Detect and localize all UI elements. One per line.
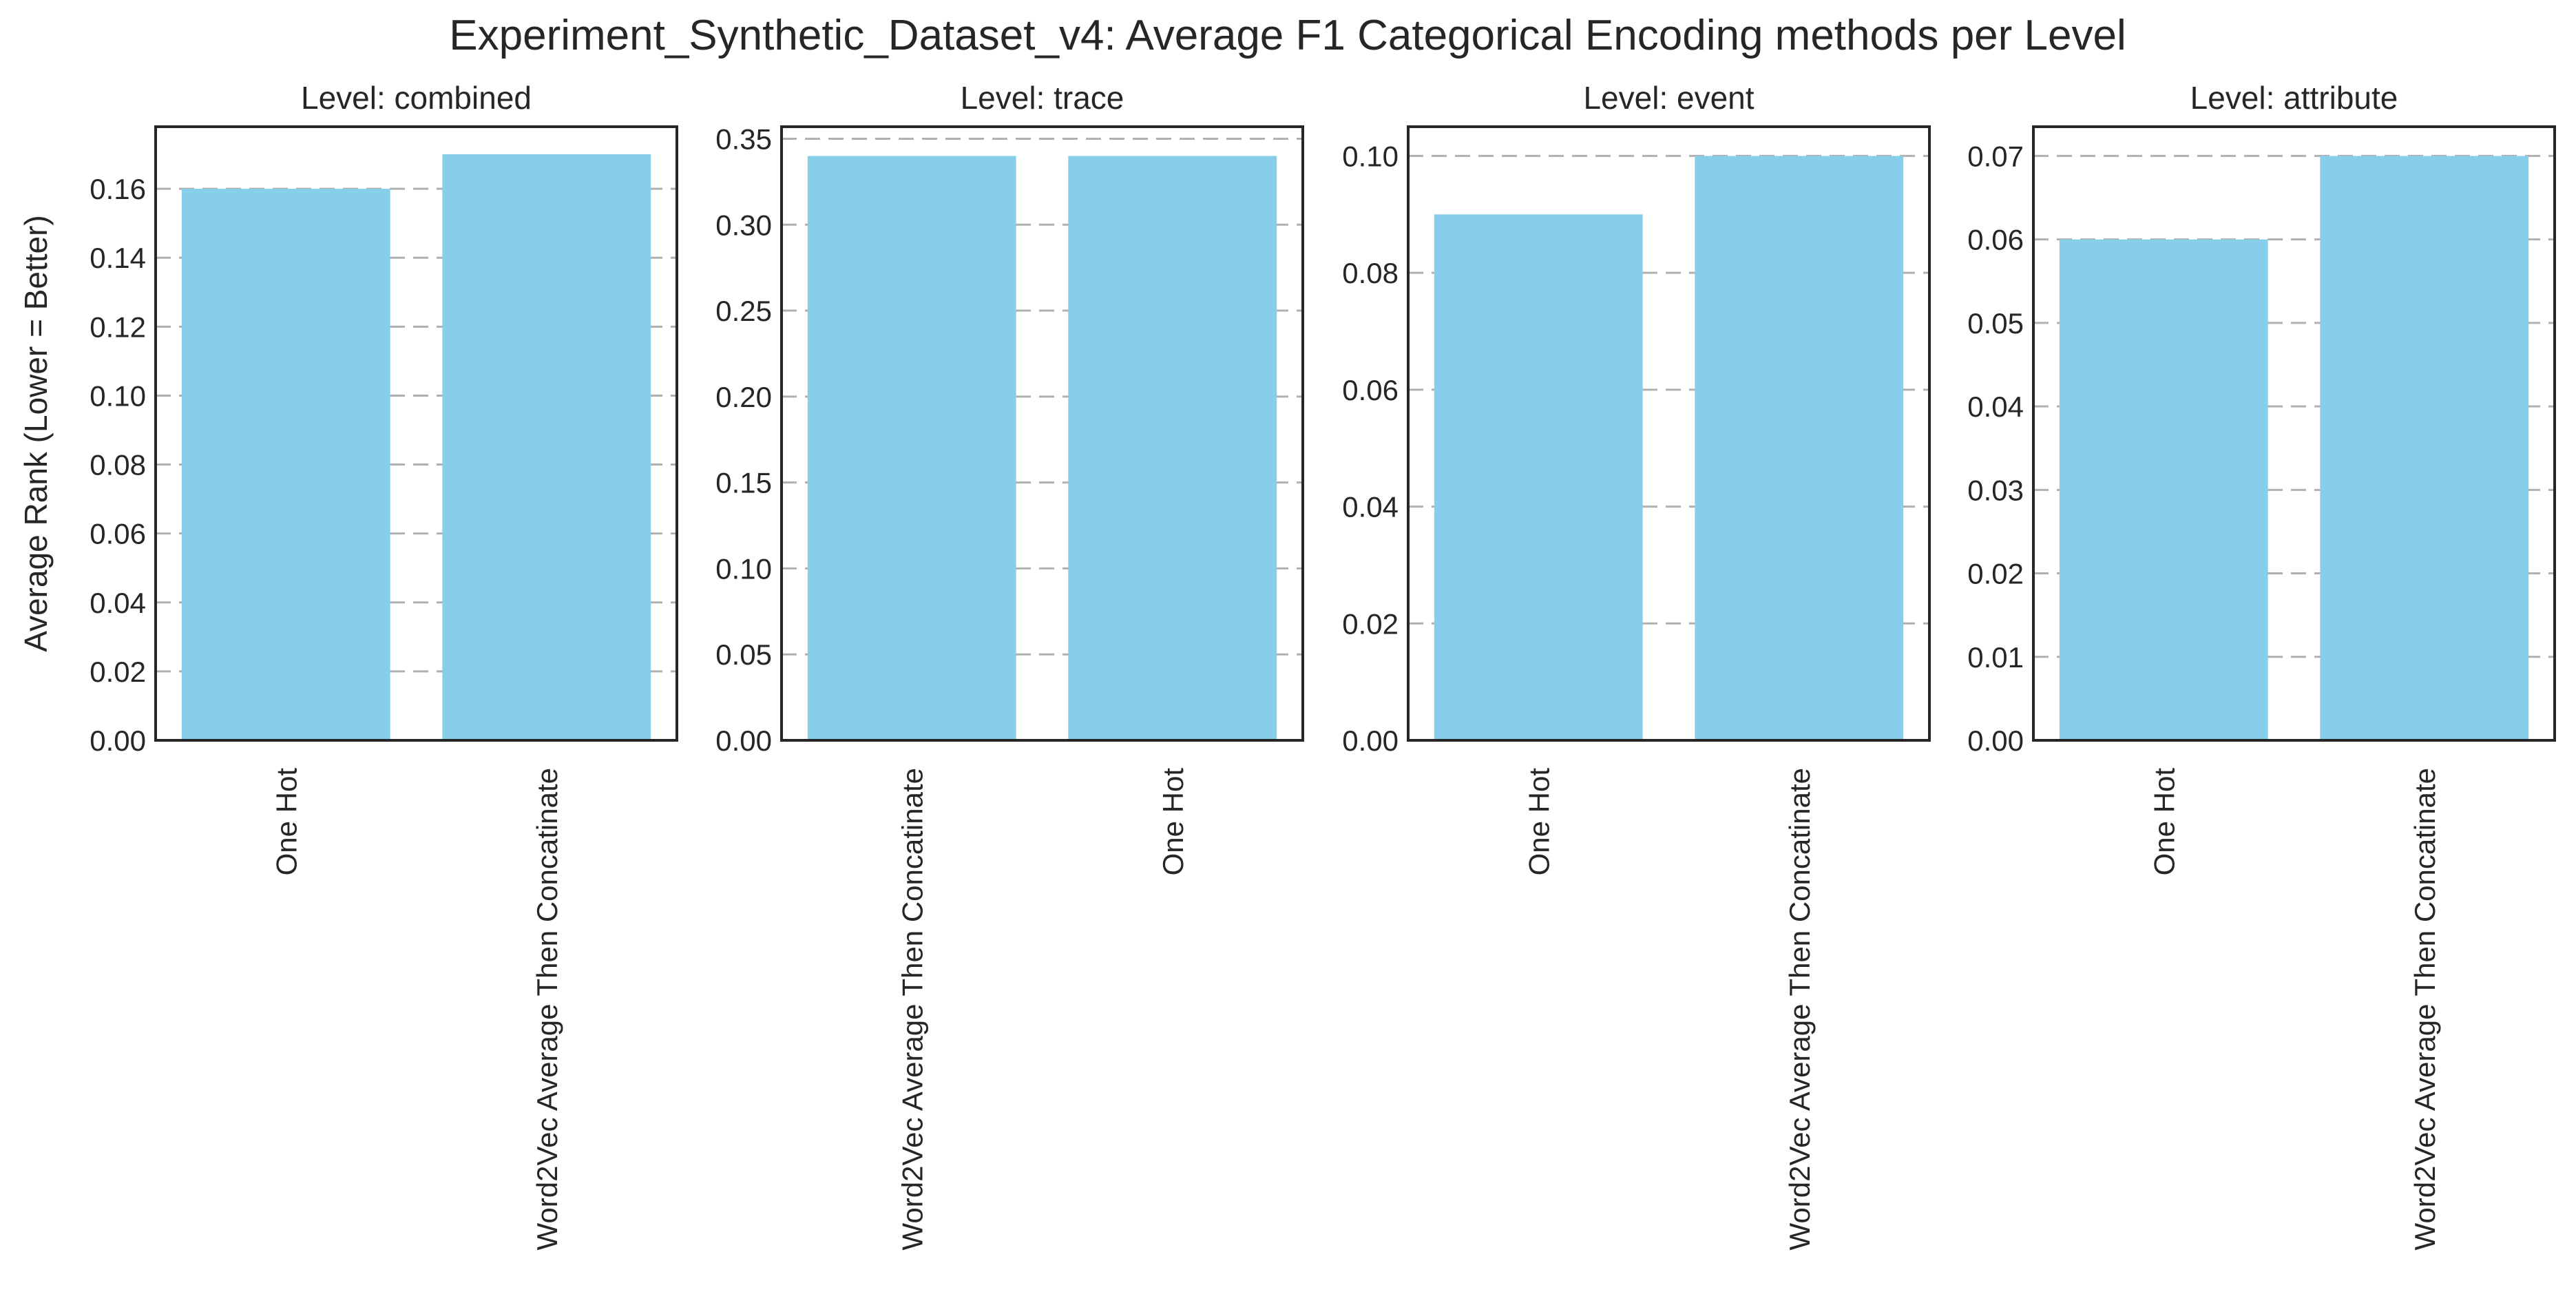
y-tick-label: 0.02: [1342, 607, 1399, 640]
y-tick-label: 0.05: [1967, 307, 2024, 340]
bar: [1695, 156, 1904, 740]
y-tick-label: 0.00: [90, 724, 146, 757]
y-tick-label: 0.04: [90, 587, 146, 619]
y-tick-label: 0.08: [1342, 257, 1399, 289]
plot-frame: [2032, 125, 2556, 742]
y-tick-label: 0.02: [1967, 558, 2024, 590]
bar: [807, 156, 1016, 740]
panel-1: 0.00 0.02 0.04 0.06 0.08 0.10 0.12 0.14 0.16 One …: [18, 80, 678, 1251]
y-tick-label: 0.00: [715, 724, 772, 757]
plot-frame: [780, 125, 1304, 742]
plot-frame: [154, 125, 678, 742]
bar: [1434, 214, 1643, 740]
y-tick-label: 0.10: [1342, 140, 1399, 172]
y-tick-label: 0.14: [90, 242, 146, 274]
x-tick-label: Word2Vec Average Then Concatinate: [531, 768, 563, 1251]
x-tick-label: One Hot: [2148, 768, 2180, 876]
y-tick-label: 0.10: [90, 379, 146, 412]
plot-frame: [1407, 125, 1931, 742]
y-tick-label: 0.25: [715, 295, 772, 327]
y-tick-label: 0.00: [1967, 724, 2024, 757]
bar: [181, 189, 390, 740]
y-tick-label: 0.04: [1967, 390, 2024, 423]
bar: [442, 154, 651, 741]
x-tick-label: Word2Vec Average Then Concatinate: [896, 768, 928, 1251]
y-tick-label: 0.08: [90, 449, 146, 481]
x-tick-label: Word2Vec Average Then Concatinate: [1783, 768, 1816, 1251]
panel-4: 0.00 0.01 0.02 0.03 0.04 0.05 0.06 0.07 One Hot W…: [1967, 80, 2556, 1251]
y-tick-label: 0.06: [1967, 224, 2024, 256]
panel-title: Level: event: [1583, 80, 1754, 116]
panel-title: Level: combined: [301, 80, 532, 116]
x-tick-label: One Hot: [1522, 768, 1555, 876]
x-tick-label: Word2Vec Average Then Concatinate: [2409, 768, 2441, 1251]
panel-title: Level: attribute: [2190, 80, 2398, 116]
y-tick-label: 0.06: [90, 518, 146, 550]
x-tick-label: One Hot: [1157, 768, 1189, 876]
y-tick-label: 0.05: [715, 638, 772, 671]
figure-title: Experiment_Synthetic_Dataset_v4: Average…: [449, 12, 2126, 59]
y-tick-label: 0.15: [715, 467, 772, 499]
y-tick-label: 0.35: [715, 123, 772, 155]
panel-title: Level: trace: [961, 80, 1124, 116]
y-tick-label: 0.04: [1342, 491, 1399, 523]
y-tick-label: 0.01: [1967, 641, 2024, 674]
y-tick-label: 0.06: [1342, 374, 1399, 406]
y-tick-label: 0.07: [1967, 140, 2024, 172]
y-tick-label: 0.30: [715, 209, 772, 241]
y-axis-label: Average Rank (Lower = Better): [18, 215, 54, 652]
y-tick-label: 0.12: [90, 311, 146, 343]
panels: 0.00 0.02 0.04 0.06 0.08 0.10 0.12 0.14 0.16 One …: [18, 80, 2556, 1251]
y-tick-label: 0.00: [1342, 724, 1399, 757]
bar: [2059, 239, 2268, 740]
x-tick-label: One Hot: [270, 768, 302, 876]
panel-3: 0.00 0.02 0.04 0.06 0.08 0.10 One Hot Word2Vec …: [1342, 80, 1931, 1251]
bar: [1068, 156, 1277, 740]
y-tick-label: 0.02: [90, 656, 146, 688]
panel-2: 0.00 0.05 0.10 0.15 0.20 0.25 0.30 0.35 Word2Vec…: [715, 80, 1304, 1251]
y-tick-label: 0.16: [90, 173, 146, 205]
y-tick-label: 0.10: [715, 552, 772, 585]
y-tick-label: 0.20: [715, 381, 772, 413]
bar: [2320, 156, 2529, 740]
y-tick-label: 0.03: [1967, 474, 2024, 506]
